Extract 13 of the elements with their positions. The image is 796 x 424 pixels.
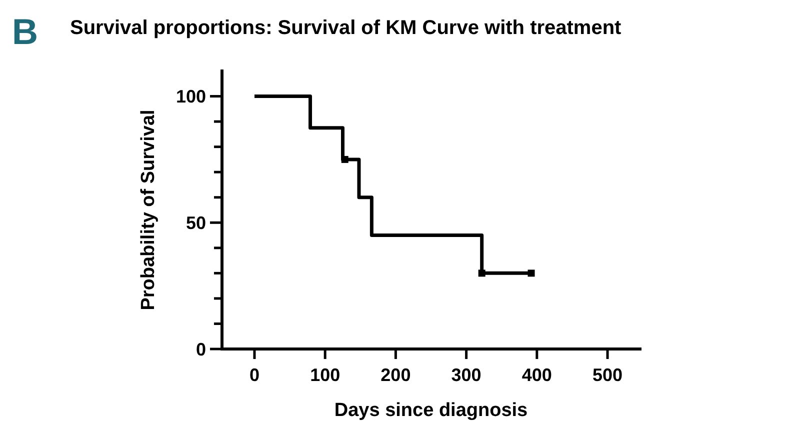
x-tick-label: 0 [249, 365, 260, 385]
x-tick-label: 400 [522, 365, 552, 385]
x-tick-label: 500 [592, 365, 623, 385]
y-tick-label: 50 [186, 212, 206, 233]
chart-title: Survival proportions: Survival of KM Curve with treatment [70, 17, 622, 39]
x-tick-label: 200 [380, 365, 411, 385]
text: B [12, 11, 38, 52]
x-tick-label: 300 [451, 365, 482, 385]
x-tick-label: 100 [310, 365, 340, 385]
y-tick-label: 0 [196, 339, 206, 360]
x-axis-title: Days since diagnosis [334, 400, 528, 421]
y-axis-title: Probability of Survival [138, 110, 159, 310]
y-tick-label: 100 [176, 86, 206, 107]
